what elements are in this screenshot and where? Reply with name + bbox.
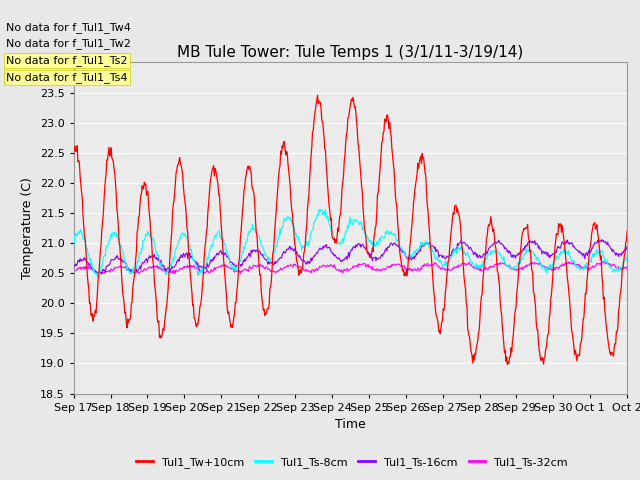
Text: No data for f_Tul1_Ts2: No data for f_Tul1_Ts2 [6, 55, 128, 66]
X-axis label: Time: Time [335, 418, 366, 431]
Title: MB Tule Tower: Tule Temps 1 (3/1/11-3/19/14): MB Tule Tower: Tule Temps 1 (3/1/11-3/19… [177, 45, 524, 60]
Y-axis label: Temperature (C): Temperature (C) [21, 177, 34, 279]
Text: No data for f_Tul1_Tw2: No data for f_Tul1_Tw2 [6, 38, 131, 49]
Text: No data for f_Tul1_Tw4: No data for f_Tul1_Tw4 [6, 22, 131, 33]
Text: No data for f_Tul1_Ts4: No data for f_Tul1_Ts4 [6, 72, 128, 83]
Legend: Tul1_Tw+10cm, Tul1_Ts-8cm, Tul1_Ts-16cm, Tul1_Ts-32cm: Tul1_Tw+10cm, Tul1_Ts-8cm, Tul1_Ts-16cm,… [132, 452, 572, 472]
